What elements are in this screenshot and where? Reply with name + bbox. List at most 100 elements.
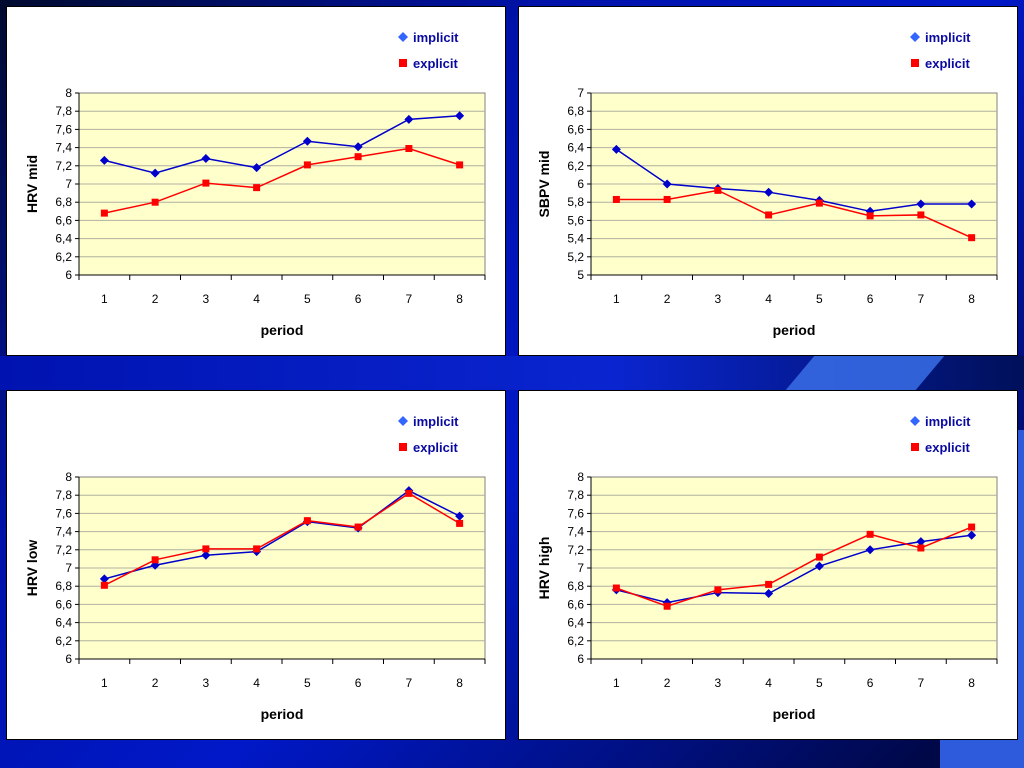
data-point-explicit <box>765 211 773 219</box>
legend-label-explicit: explicit <box>413 440 458 455</box>
data-point-explicit <box>612 195 620 203</box>
y-tick-label: 7,2 <box>55 543 72 557</box>
data-point-explicit <box>866 212 874 220</box>
series-line-explicit <box>616 526 972 608</box>
series-line-implicit <box>615 148 972 213</box>
data-point-explicit <box>253 184 261 192</box>
legend-marker-explicit <box>911 59 919 67</box>
x-tick-label: 3 <box>715 676 722 690</box>
data-point-implicit <box>455 511 465 521</box>
data-point-explicit <box>815 199 823 207</box>
data-point-implicit <box>201 154 211 164</box>
data-point-explicit <box>765 580 773 588</box>
y-tick-label: 7,4 <box>55 141 72 155</box>
x-tick-label: 4 <box>765 292 772 306</box>
data-point-explicit <box>303 161 311 169</box>
data-point-explicit <box>612 584 620 592</box>
y-tick-label: 6,4 <box>567 141 584 155</box>
y-tick-label: 7,6 <box>567 506 584 520</box>
data-point-implicit <box>404 114 414 124</box>
y-tick-label: 6,8 <box>567 104 584 118</box>
data-point-explicit <box>354 153 362 161</box>
x-tick-label: 5 <box>304 292 311 306</box>
data-point-explicit <box>100 209 108 217</box>
chart-panel-hrv-low: 6 6,2 6,4 6,6 6,8 7 7,2 7,4 7,6 7,8 8 1 2 3 4 5 6 7 8 perio… <box>6 390 506 740</box>
y-tick-label: 7,6 <box>55 122 72 136</box>
data-point-explicit <box>151 556 159 564</box>
y-tick-label: 6,4 <box>567 616 584 630</box>
data-point-explicit <box>968 523 976 531</box>
y-tick-label: 5,6 <box>567 213 584 227</box>
x-tick-label: 3 <box>203 292 210 306</box>
y-tick-label: 7,8 <box>55 488 72 502</box>
x-tick-label: 6 <box>355 676 362 690</box>
data-point-implicit <box>99 574 109 584</box>
data-point-explicit <box>968 234 976 242</box>
series-line-implicit <box>104 489 460 580</box>
x-tick-label: 5 <box>816 676 823 690</box>
y-tick-label: 6,2 <box>567 634 584 648</box>
legend-marker-explicit <box>399 59 407 67</box>
y-axis-title: HRV high <box>536 537 552 600</box>
x-tick-label: 2 <box>152 292 159 306</box>
y-tick-label: 6 <box>65 652 72 666</box>
data-point-explicit <box>151 198 159 206</box>
y-tick-label: 6,8 <box>55 195 72 209</box>
legend-label-explicit: explicit <box>925 56 970 71</box>
data-point-implicit <box>764 187 774 197</box>
data-point-explicit <box>202 179 210 187</box>
legend-label-implicit: implicit <box>413 30 459 45</box>
data-point-explicit <box>456 519 464 527</box>
x-tick-label: 2 <box>664 292 671 306</box>
x-tick-label: 3 <box>715 292 722 306</box>
data-point-implicit <box>814 561 824 571</box>
y-tick-label: 6 <box>577 652 584 666</box>
x-tick-label: 8 <box>456 676 463 690</box>
x-tick-label: 7 <box>918 676 925 690</box>
x-axis-title: period <box>261 706 304 722</box>
x-tick-label: 7 <box>406 292 413 306</box>
data-point-implicit <box>302 136 312 146</box>
legend-label-implicit: implicit <box>413 414 459 429</box>
x-tick-label: 8 <box>968 292 975 306</box>
x-tick-label: 2 <box>664 676 671 690</box>
y-tick-label: 5 <box>577 268 584 282</box>
y-tick-label: 8 <box>65 86 72 100</box>
legend-label-explicit: explicit <box>925 440 970 455</box>
y-tick-label: 6,4 <box>55 616 72 630</box>
y-axis-title: HRV mid <box>24 155 40 213</box>
legend-marker-explicit <box>399 443 407 451</box>
x-tick-label: 6 <box>355 292 362 306</box>
x-tick-label: 8 <box>456 292 463 306</box>
y-tick-label: 6,2 <box>567 159 584 173</box>
data-point-implicit <box>865 545 875 555</box>
data-point-explicit <box>456 161 464 169</box>
data-point-explicit <box>866 530 874 538</box>
x-tick-label: 1 <box>613 292 620 306</box>
data-point-implicit <box>662 598 672 608</box>
y-tick-label: 7 <box>65 177 72 191</box>
data-point-implicit <box>99 155 109 165</box>
x-tick-label: 7 <box>406 676 413 690</box>
y-tick-label: 6,8 <box>567 579 584 593</box>
x-tick-label: 4 <box>253 292 260 306</box>
y-tick-label: 7,6 <box>55 506 72 520</box>
data-point-implicit <box>967 530 977 540</box>
data-point-implicit <box>611 144 621 154</box>
series-line-explicit <box>616 189 972 239</box>
data-point-implicit <box>455 111 465 121</box>
y-tick-label: 6,6 <box>567 122 584 136</box>
y-tick-label: 7,8 <box>55 104 72 118</box>
y-tick-label: 7 <box>577 86 584 100</box>
y-tick-label: 8 <box>65 470 72 484</box>
y-tick-label: 6,2 <box>55 634 72 648</box>
data-point-explicit <box>202 545 210 553</box>
data-point-explicit <box>100 581 108 589</box>
data-point-implicit <box>916 199 926 209</box>
y-tick-label: 7 <box>577 561 584 575</box>
x-tick-label: 5 <box>304 676 311 690</box>
y-axis-title: SBPV mid <box>536 151 552 218</box>
y-tick-label: 6,6 <box>55 213 72 227</box>
legend-marker-implicit <box>398 416 408 426</box>
x-tick-label: 4 <box>765 676 772 690</box>
